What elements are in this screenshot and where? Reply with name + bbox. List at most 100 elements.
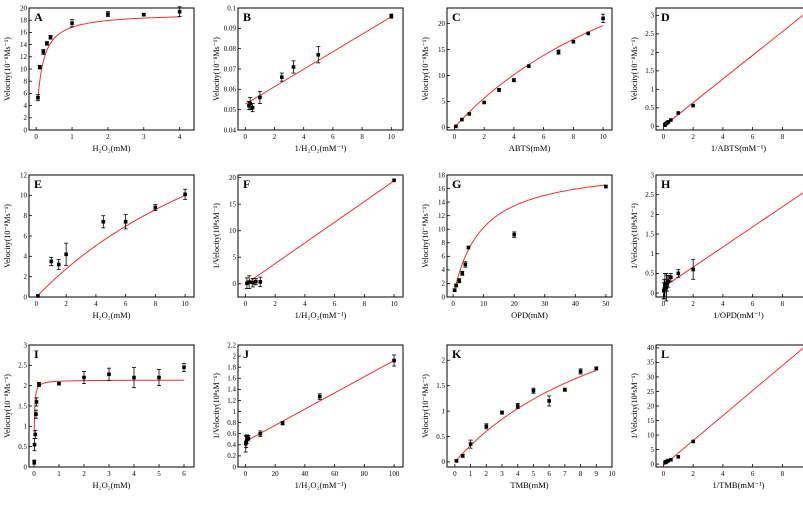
fit-curve <box>456 369 597 461</box>
data-point <box>32 442 37 447</box>
data-point <box>32 460 37 464</box>
y-tick-label: 2.2 <box>227 341 236 349</box>
data-point <box>392 178 396 183</box>
fit-curve <box>33 379 184 433</box>
panel-b: 0 2 4 6 8 10 0.04 0.05 0.06 0.07 0.08 0.09 0.1 1/H₂O₂… <box>212 4 404 153</box>
x-tick-label: 4 <box>516 470 520 478</box>
plot-frame <box>237 7 404 131</box>
data-point <box>250 105 255 110</box>
x-tick-label: 10 <box>391 300 399 308</box>
plot-frame <box>237 174 404 298</box>
data-point <box>141 12 146 17</box>
panel-letter: D <box>661 10 670 24</box>
y-tick-label: 1 <box>233 408 237 416</box>
fit-curve <box>663 347 803 466</box>
data-point <box>484 424 489 429</box>
y-tick-label: 30 <box>647 373 655 381</box>
y-tick-label: 1.2 <box>227 397 236 405</box>
y-tick-label: 6 <box>24 90 28 98</box>
x-axis-label: TMB(mM) <box>510 480 548 490</box>
panel-i: 0 1 2 3 4 5 6 0 0.5 1 1.5 2 2.5 3 H₂O₂(mM) Velocity(10⁻… <box>3 341 195 490</box>
data-point <box>49 259 54 264</box>
x-tick-label: 80 <box>361 470 369 478</box>
y-axis-label: Velocity(10⁻⁸Ms⁻¹) <box>3 204 12 268</box>
y-tick-label: 1.5 <box>18 402 27 410</box>
data-point <box>316 52 321 57</box>
data-point <box>291 65 296 69</box>
x-tick-label: 0 <box>244 133 248 141</box>
data-point <box>246 436 251 440</box>
x-tick-label: 9 <box>595 470 599 478</box>
x-tick-label: 6 <box>182 470 186 478</box>
x-tick-label: 8 <box>360 133 364 141</box>
panel-a: 0 1 2 3 402468101214161820H₂O₂(mM)Velocity(1… <box>3 4 195 153</box>
y-tick-label: 12 <box>438 212 446 220</box>
data-point <box>604 184 608 189</box>
data-point <box>669 118 673 122</box>
y-tick-label: 0 <box>442 458 446 466</box>
data-point <box>183 192 187 197</box>
x-tick-label: 6 <box>542 133 546 141</box>
x-tick-label: 5 <box>532 470 536 478</box>
data-point <box>247 103 251 108</box>
x-tick-label: 7 <box>563 470 567 478</box>
data-point <box>70 21 74 26</box>
y-tick-label: 0 <box>442 124 446 132</box>
y-tick-label: 0.09 <box>224 25 237 33</box>
data-point <box>132 375 136 380</box>
y-tick-label: 5 <box>233 254 237 262</box>
data-point <box>280 75 284 79</box>
data-point <box>663 283 667 287</box>
plot-frame <box>655 7 803 131</box>
plot-frame <box>446 7 613 131</box>
data-point <box>468 442 473 446</box>
y-tick-label: 2 <box>651 49 655 57</box>
x-axis-label: 1/TMB(mM⁻¹) <box>713 480 765 490</box>
y-tick-label: 20 <box>229 174 237 182</box>
y-tick-label: 0 <box>442 293 446 301</box>
x-tick-label: 0 <box>35 300 39 308</box>
y-axis-label: Velocity(10⁻⁸Ms⁻¹) <box>421 204 430 268</box>
y-tick-label: 2 <box>24 273 28 281</box>
data-point <box>497 88 501 92</box>
data-point <box>676 111 681 115</box>
x-axis-label: 1/H₂O₂(mM⁻¹) <box>295 143 347 153</box>
data-point <box>669 457 673 462</box>
data-point <box>460 454 465 458</box>
panel-letter: E <box>34 177 42 191</box>
x-tick-label: 4 <box>512 133 516 141</box>
x-axis-label: H₂O₂(mM) <box>92 310 130 320</box>
y-tick-label: 2.5 <box>645 191 654 199</box>
panel-letter: C <box>452 10 461 24</box>
panel-letter: A <box>34 10 43 24</box>
x-tick-label: 0 <box>32 470 36 478</box>
y-tick-label: 8 <box>442 239 446 247</box>
plot-frame <box>446 174 613 298</box>
y-axis-label: 1/Velocity(10⁸sM⁻¹) <box>212 203 221 269</box>
data-point <box>258 431 263 436</box>
data-point <box>389 14 394 18</box>
panel-g: 0 10 20 30 40 50 0 2 4 6 8 10 12 14 16 18 OPD(mM) Velocit… <box>421 171 613 320</box>
y-tick-label: 0 <box>233 280 237 288</box>
data-point <box>586 31 591 36</box>
plot-frame <box>28 7 195 131</box>
y-tick-label: 0.1 <box>227 4 236 12</box>
x-tick-label: 4 <box>302 133 306 141</box>
y-tick-label: 14 <box>20 41 28 49</box>
y-tick-label: 0 <box>24 126 28 134</box>
y-tick-label: 2 <box>24 382 28 390</box>
data-point <box>258 280 263 284</box>
x-tick-label: 2 <box>485 470 489 478</box>
x-tick-label: 100 <box>389 470 400 478</box>
y-tick-label: 3 <box>24 341 28 349</box>
y-tick-label: 20 <box>647 402 655 410</box>
y-tick-label: 3 <box>651 171 655 179</box>
y-tick-label: 0.5 <box>436 433 445 441</box>
data-point <box>512 232 517 237</box>
plot-frame <box>655 174 803 298</box>
y-tick-label: 2 <box>442 280 446 288</box>
data-point <box>33 432 38 437</box>
y-tick-label: 0.2 <box>227 452 236 460</box>
x-tick-label: 0 <box>453 133 457 141</box>
